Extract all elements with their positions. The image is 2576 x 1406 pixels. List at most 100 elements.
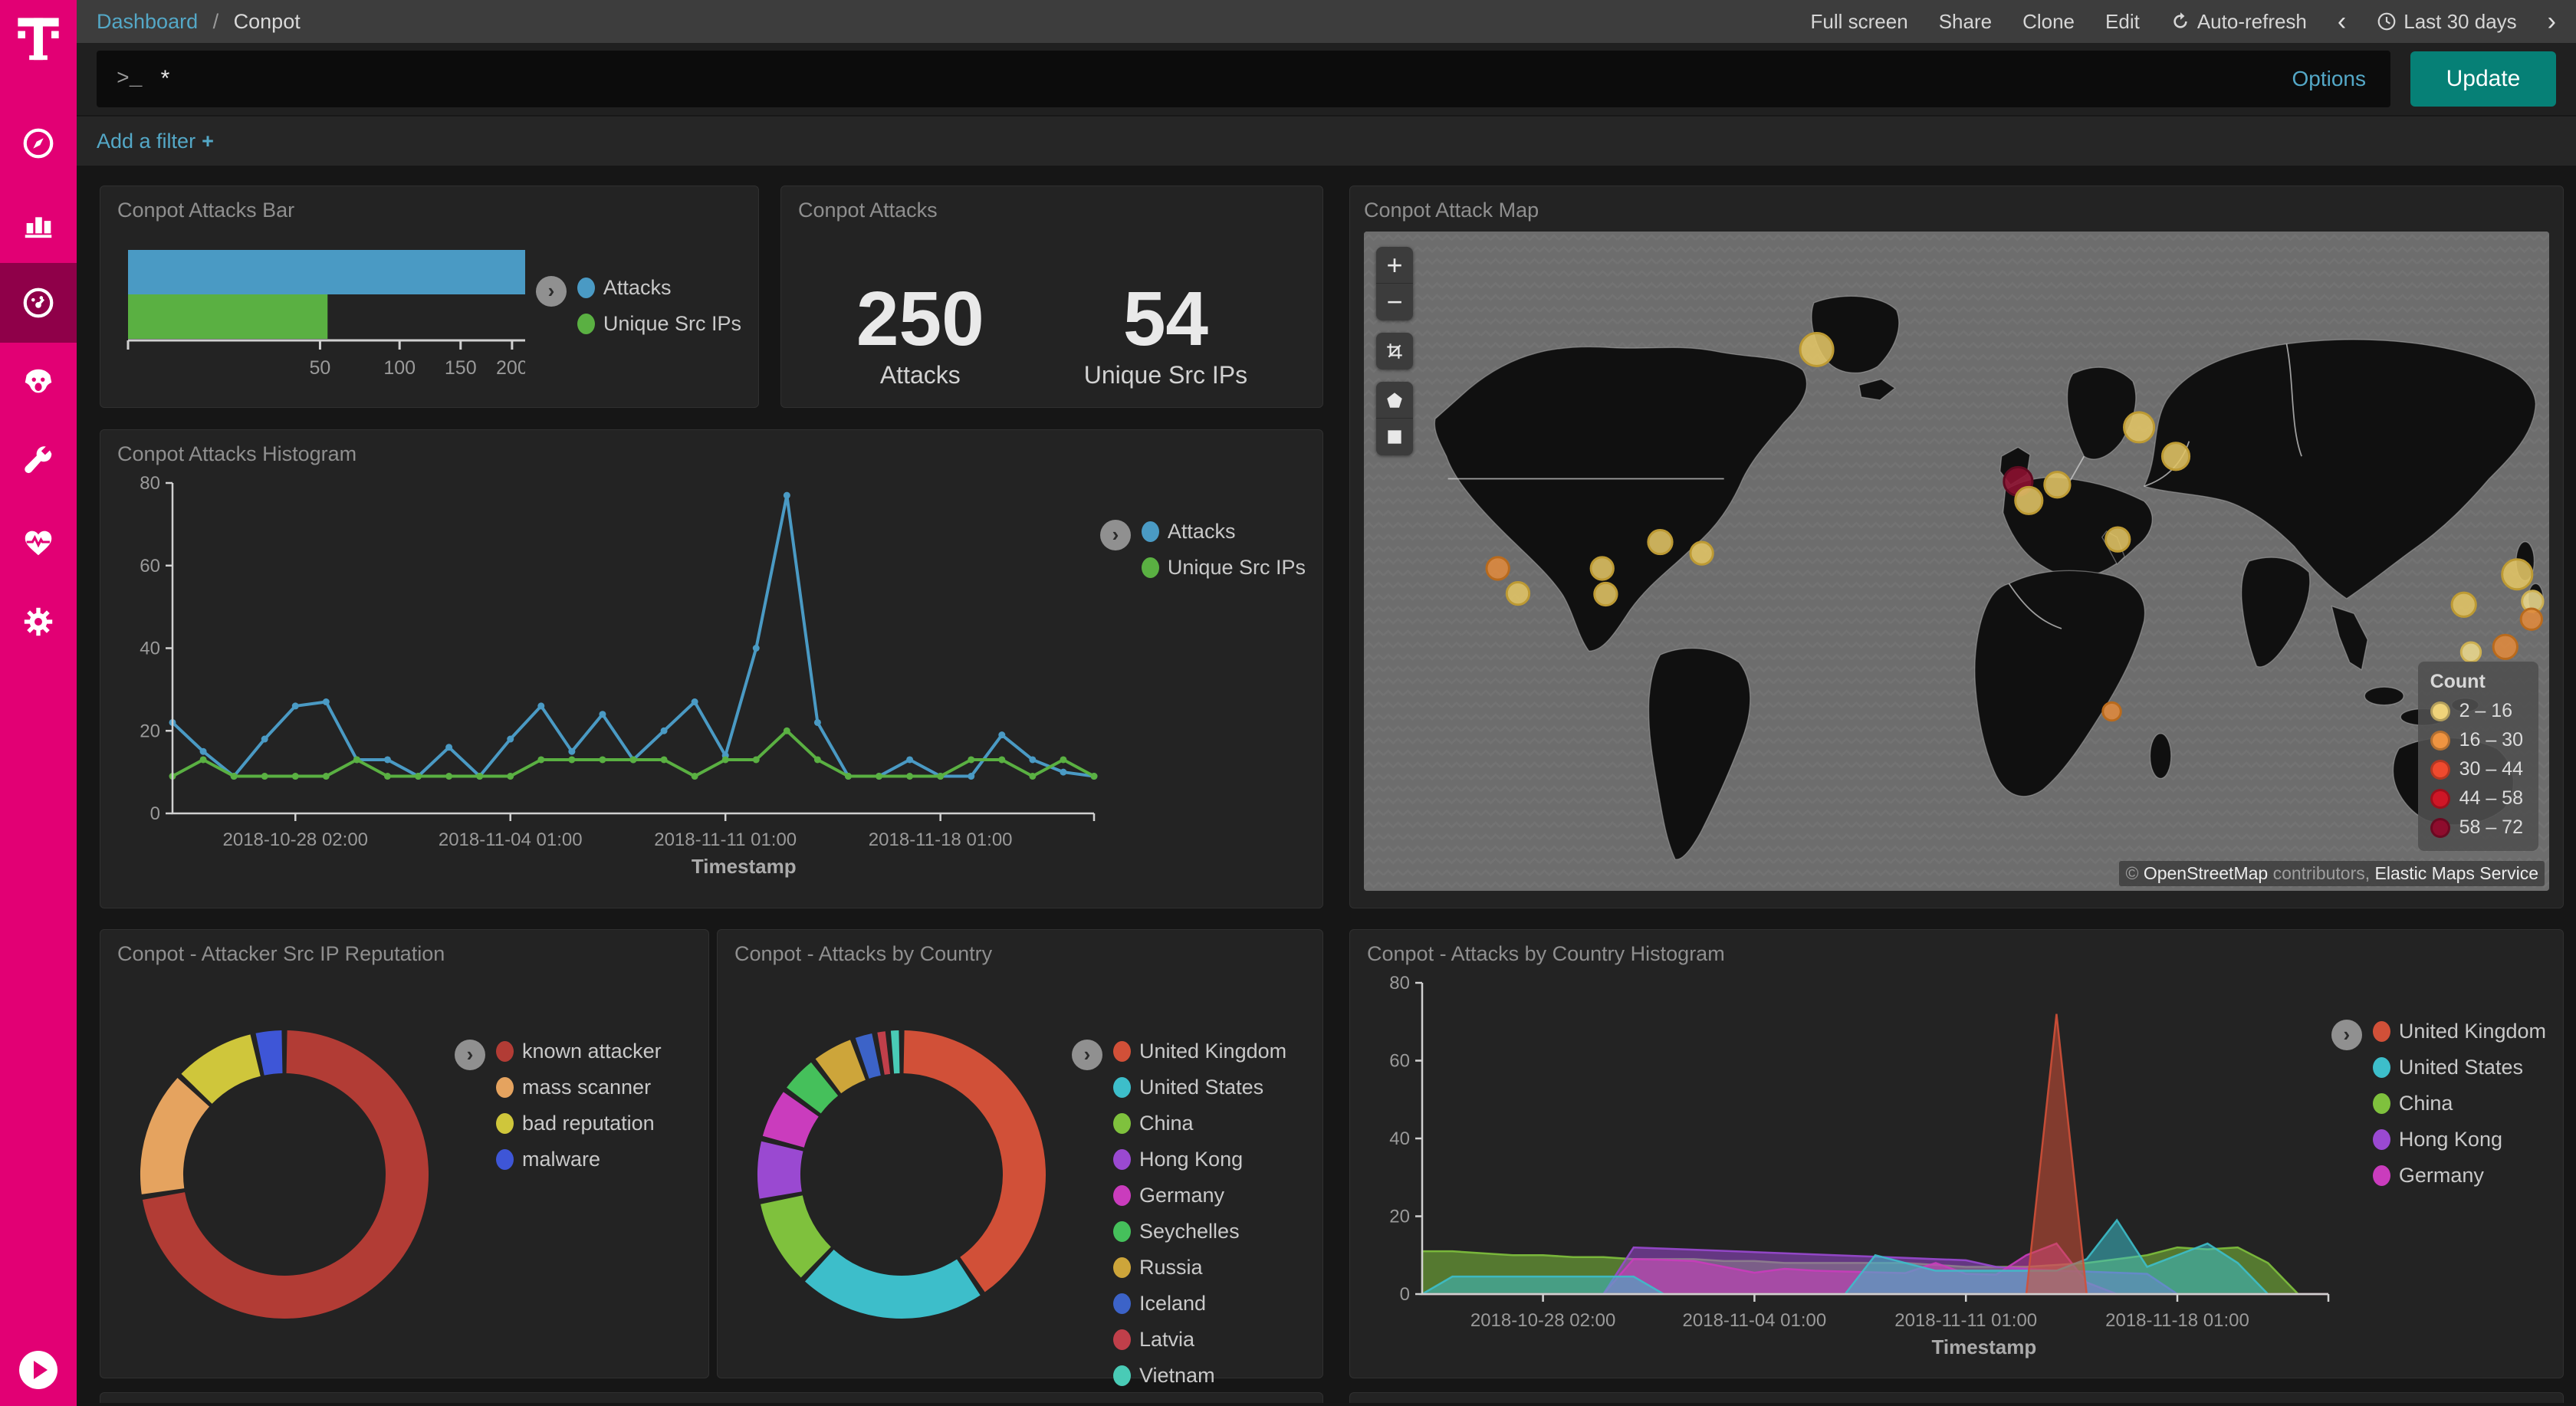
map-zoom-out-button[interactable]: − bbox=[1376, 284, 1413, 320]
clone-button[interactable]: Clone bbox=[2022, 9, 2075, 33]
map-zoom-in-button[interactable]: + bbox=[1376, 247, 1413, 284]
attacks-by-country-histogram-chart[interactable]: 0 20 40 60 80 2018-10-28 02:00 2018-11-04 01:0… bbox=[1367, 966, 2331, 1365]
legend-expand-icon[interactable]: › bbox=[1072, 1040, 1102, 1070]
sidebar-item-dashboard[interactable] bbox=[0, 263, 77, 343]
pie-slice[interactable] bbox=[762, 1092, 820, 1148]
attack-marker[interactable] bbox=[2123, 411, 2156, 444]
time-back-button[interactable]: ‹ bbox=[2337, 7, 2347, 36]
pie-slice[interactable] bbox=[142, 1030, 429, 1319]
attack-marker[interactable] bbox=[2101, 701, 2122, 722]
pie-slice[interactable] bbox=[761, 1194, 832, 1278]
legend-item[interactable]: bad reputation bbox=[496, 1112, 662, 1135]
sidebar-item-monitoring[interactable] bbox=[0, 502, 77, 582]
world-map[interactable]: + − bbox=[1364, 232, 2549, 891]
auto-refresh-button[interactable]: Auto-refresh bbox=[2170, 10, 2307, 34]
sidebar-item-discover[interactable] bbox=[0, 103, 77, 183]
src-ip-reputation-donut[interactable] bbox=[117, 974, 455, 1357]
attack-marker[interactable] bbox=[1689, 540, 1714, 566]
attack-marker[interactable] bbox=[2043, 471, 2072, 499]
elastic-maps-service-link[interactable]: Elastic Maps Service bbox=[2374, 863, 2538, 883]
telekom-logo[interactable] bbox=[10, 12, 67, 73]
attack-marker[interactable] bbox=[2450, 591, 2477, 618]
full-screen-button[interactable]: Full screen bbox=[1810, 9, 1908, 33]
legend-item[interactable]: known attacker bbox=[496, 1040, 662, 1063]
attack-marker[interactable] bbox=[1505, 581, 1531, 606]
options-link[interactable]: Options bbox=[2292, 67, 2367, 90]
attack-marker[interactable] bbox=[2160, 442, 2191, 471]
map-draw-rectangle-button[interactable] bbox=[1376, 419, 1413, 455]
legend-item[interactable]: China bbox=[1113, 1112, 1286, 1135]
sidebar-item-visualize[interactable] bbox=[0, 183, 77, 263]
pie-slice[interactable] bbox=[140, 1077, 210, 1194]
attack-marker[interactable] bbox=[1799, 331, 1835, 367]
update-button[interactable]: Update bbox=[2410, 51, 2556, 107]
legend-item[interactable]: Attacks bbox=[1141, 520, 1306, 544]
legend-item[interactable]: United States bbox=[1113, 1076, 1286, 1099]
legend-item[interactable]: Germany bbox=[2372, 1164, 2546, 1188]
sidebar-collapse-button[interactable] bbox=[19, 1351, 58, 1389]
legend-item[interactable]: Russia bbox=[1113, 1256, 1286, 1280]
edit-button[interactable]: Edit bbox=[2105, 9, 2140, 33]
attack-marker[interactable] bbox=[1593, 581, 1618, 607]
attack-marker[interactable] bbox=[2014, 485, 2044, 515]
attack-marker[interactable] bbox=[2459, 641, 2482, 663]
legend-expand-icon[interactable]: › bbox=[535, 276, 567, 307]
legend-item[interactable]: Germany bbox=[1113, 1184, 1286, 1207]
sidebar-item-management[interactable] bbox=[0, 582, 77, 662]
attack-marker[interactable] bbox=[2519, 607, 2543, 631]
attacks-bar-chart[interactable]: 50 100 150 200 bbox=[117, 222, 525, 399]
time-forward-button[interactable]: › bbox=[2547, 7, 2556, 36]
legend-item[interactable]: malware bbox=[496, 1148, 662, 1171]
legend-item[interactable]: United States bbox=[2372, 1056, 2546, 1079]
attack-marker[interactable] bbox=[2104, 526, 2131, 553]
attack-marker[interactable] bbox=[2501, 558, 2534, 591]
legend-item[interactable]: Unique Src IPs bbox=[577, 312, 741, 336]
svg-text:2018-10-28 02:00: 2018-10-28 02:00 bbox=[1470, 1310, 1616, 1331]
legend-item[interactable]: China bbox=[2372, 1092, 2546, 1115]
legend-item[interactable]: Latvia bbox=[1113, 1328, 1286, 1352]
pie-slice[interactable] bbox=[757, 1141, 803, 1199]
legend-item[interactable]: Hong Kong bbox=[1113, 1148, 1286, 1171]
breadcrumb-dashboard-link[interactable]: Dashboard bbox=[97, 9, 199, 33]
sidebar-item-dev-tools[interactable] bbox=[0, 422, 77, 502]
legend-item[interactable]: United Kingdom bbox=[1113, 1040, 1286, 1063]
attack-marker[interactable] bbox=[1589, 556, 1615, 581]
timepicker-button[interactable]: Last 30 days bbox=[2377, 10, 2517, 34]
legend-item[interactable]: Unique Src IPs bbox=[1141, 556, 1306, 580]
legend-item[interactable]: mass scanner bbox=[496, 1076, 662, 1099]
attacks-histogram-chart[interactable]: 0 20 40 60 80 2018-10-28 02:00 2018-11-04 01:0… bbox=[117, 466, 1100, 884]
lion-face-icon bbox=[25, 369, 52, 393]
legend-item[interactable]: Hong Kong bbox=[2372, 1128, 2546, 1151]
legend-expand-icon[interactable]: › bbox=[1099, 520, 1131, 550]
share-button[interactable]: Share bbox=[1938, 9, 1993, 33]
attacks-by-country-donut[interactable] bbox=[734, 974, 1072, 1357]
pie-slice[interactable] bbox=[255, 1030, 284, 1076]
openstreetmap-link[interactable]: OpenStreetMap bbox=[2143, 863, 2269, 883]
legend-item[interactable]: Vietnam bbox=[1113, 1364, 1286, 1388]
sidebar bbox=[0, 0, 77, 1406]
pie-slice[interactable] bbox=[181, 1034, 261, 1105]
pie-slice[interactable] bbox=[804, 1249, 981, 1319]
map-legend-item: 44 – 58 bbox=[2430, 787, 2523, 810]
pie-slice[interactable] bbox=[787, 1062, 839, 1115]
sidebar-item-timelion[interactable] bbox=[0, 343, 77, 422]
pie-slice[interactable] bbox=[903, 1030, 1046, 1293]
add-filter-link[interactable]: Add a filter + bbox=[97, 129, 214, 153]
legend-item[interactable]: Attacks bbox=[577, 276, 741, 300]
legend-item[interactable]: Iceland bbox=[1113, 1292, 1286, 1316]
attack-marker[interactable] bbox=[2492, 633, 2518, 660]
attack-marker[interactable] bbox=[1647, 528, 1674, 556]
pie-slice[interactable] bbox=[815, 1040, 866, 1094]
legend-item[interactable]: United Kingdom bbox=[2372, 1020, 2546, 1043]
svg-text:2018-11-04 01:00: 2018-11-04 01:00 bbox=[439, 829, 583, 850]
legend-expand-icon[interactable]: › bbox=[455, 1040, 485, 1070]
map-controls: + − bbox=[1376, 247, 1413, 455]
attack-marker[interactable] bbox=[1485, 556, 1510, 581]
search-input[interactable]: >_ * Options bbox=[97, 51, 2390, 107]
map-draw-polygon-button[interactable] bbox=[1376, 382, 1413, 419]
legend-expand-icon[interactable]: › bbox=[2331, 1020, 2362, 1050]
legend-item[interactable]: Seychelles bbox=[1113, 1220, 1286, 1243]
map-fit-data-button[interactable] bbox=[1376, 333, 1413, 370]
pie-slice[interactable] bbox=[855, 1033, 882, 1079]
